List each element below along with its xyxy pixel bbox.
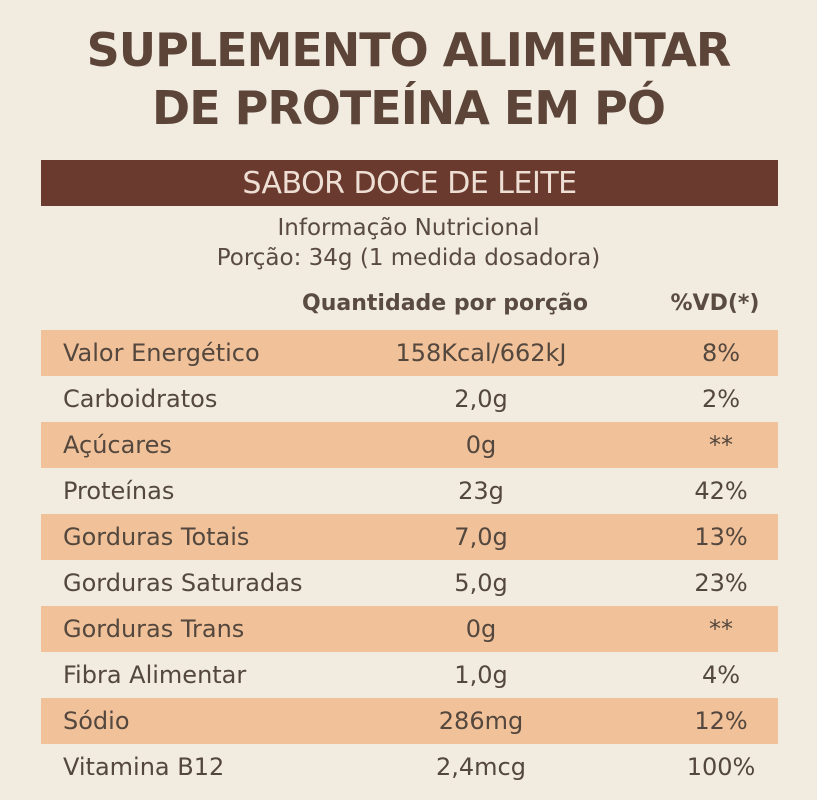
nutrient-quantity: 1,0g [454,661,508,689]
nutrient-dv: 8% [701,339,741,367]
nutrient-dv: 2% [701,385,741,413]
nutrient-dv: ** [709,431,733,459]
nutrition-info-title: Informação Nutricional [277,215,540,241]
flavor-label: SABOR DOCE DE LEITE [242,165,577,201]
nutrient-dv: 23% [694,569,748,597]
nutrient-quantity: 0g [465,615,497,643]
nutrient-name: Valor Energético [63,339,260,367]
nutrient-name: Fibra Alimentar [63,661,247,689]
table-row: Carboidratos 2,0g 2% [41,376,778,422]
nutrient-name: Gorduras Totais [63,523,250,551]
nutrient-name: Gorduras Trans [63,615,245,643]
nutrient-quantity: 5,0g [454,569,508,597]
nutrient-quantity: 2,0g [454,385,508,413]
table-row: Gorduras Trans 0g ** [41,606,778,652]
nutrient-name: Proteínas [63,477,175,505]
table-row: Sódio 286mg 12% [41,698,778,744]
table-row: Proteínas 23g 42% [41,468,778,514]
nutrient-dv: 13% [694,523,748,551]
nutrient-dv: 4% [701,661,741,689]
flavor-banner: SABOR DOCE DE LEITE [41,160,778,206]
nutrient-name: Sódio [63,707,130,735]
table-row: Gorduras Totais 7,0g 13% [41,514,778,560]
nutrient-dv: ** [709,615,733,643]
nutrient-quantity: 286mg [438,707,524,735]
serving-size: Porção: 34g (1 medida dosadora) [216,245,601,271]
table-row: Açúcares 0g ** [41,422,778,468]
table-row: Valor Energético 158Kcal/662kJ 8% [41,330,778,376]
nutrient-quantity: 23g [458,477,504,505]
nutrient-dv: 100% [686,753,756,781]
product-title-line2: DE PROTEÍNA EM PÓ [152,81,666,135]
product-title-line1: SUPLEMENTO ALIMENTAR [86,23,732,77]
nutrient-quantity: 0g [465,431,497,459]
nutrient-name: Carboidratos [63,385,218,413]
table-row: Gorduras Saturadas 5,0g 23% [41,560,778,606]
nutrition-table: Valor Energético 158Kcal/662kJ 8% Carboi… [41,330,778,790]
table-row: Vitamina B12 2,4mcg 100% [41,744,778,790]
column-header-dv: %VD(*) [670,291,760,316]
nutrient-dv: 12% [694,707,748,735]
nutrient-name: Açúcares [63,431,172,459]
nutrient-name: Vitamina B12 [63,753,225,781]
nutrient-dv: 42% [694,477,748,505]
column-header-quantity: Quantidade por porção [302,291,588,316]
nutrient-quantity: 158Kcal/662kJ [395,339,567,367]
nutrient-quantity: 2,4mcg [436,753,526,781]
table-row: Fibra Alimentar 1,0g 4% [41,652,778,698]
nutrient-name: Gorduras Saturadas [63,569,303,597]
nutrient-quantity: 7,0g [454,523,508,551]
